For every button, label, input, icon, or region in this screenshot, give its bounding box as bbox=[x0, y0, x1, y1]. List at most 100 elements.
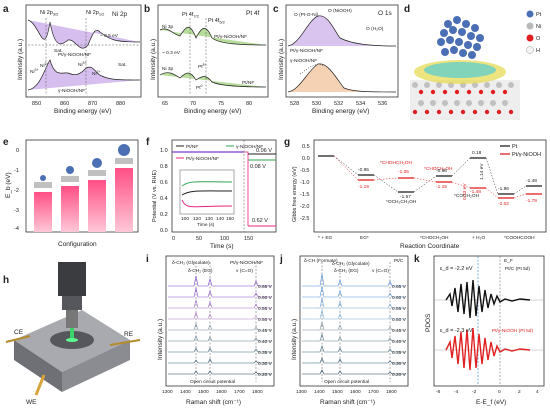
panel-i: i δ-CH₂ (Glycolate) δ-CH₂ (EG) ν (C=O) P… bbox=[146, 254, 275, 406]
panel-j-p4: 0.45 V bbox=[392, 328, 407, 334]
panel-j-xlabel: Raman shift (cm⁻¹) bbox=[320, 399, 375, 406]
panel-i-letter: i bbox=[146, 254, 149, 265]
panel-g-v10: 1.14 eV bbox=[479, 163, 485, 180]
panel-i-peak1: δ-CH₂ (Glycolate) bbox=[172, 260, 210, 266]
panel-h-ce: CE bbox=[14, 329, 24, 336]
panel-k-xt0: -6 bbox=[436, 389, 441, 395]
panel-g-v14: -1.48 bbox=[526, 178, 537, 184]
panel-d: d Pt Ni bbox=[404, 4, 542, 120]
panel-g-v3: -1.05 bbox=[398, 169, 409, 175]
panel-b-xt1: 70 bbox=[190, 101, 196, 107]
panel-k-xlabel: E-E_f (eV) bbox=[476, 399, 506, 406]
legend-g-pt: Pt bbox=[512, 144, 518, 150]
panel-b-pt0: Pt0 bbox=[196, 84, 203, 91]
panel-a-peak2: Ni 2p1/2 bbox=[86, 10, 105, 17]
panel-f-xt3: 150 bbox=[244, 236, 253, 242]
panel-b-xt0: 65 bbox=[162, 101, 168, 107]
panel-h-letter: h bbox=[3, 275, 9, 286]
panel-b-bottom-line bbox=[159, 72, 267, 88]
inset-pink bbox=[181, 199, 233, 208]
panel-b-ni3p1: Ni 3p bbox=[162, 24, 174, 30]
panel-a-bottom-fill bbox=[28, 60, 140, 90]
panel-i-sample: Pt/γ-NiOOH/NF bbox=[230, 260, 263, 266]
panel-j-peak3: δ-CH₂ (EG) bbox=[334, 268, 359, 274]
panel-a-sat1: Sat. bbox=[54, 48, 63, 54]
panel-f-yt1: 0.8 bbox=[160, 164, 168, 170]
panel-a-ni3b: Ni3+ bbox=[78, 61, 87, 68]
panel-i-xt4: 1700 bbox=[234, 389, 245, 395]
panel-a-ni2: Ni2+ bbox=[40, 62, 49, 69]
panel-c-sample1: Pt/γ-NiOOH/NF bbox=[290, 48, 323, 54]
panel-i-spectra bbox=[168, 275, 272, 375]
objective-mid bbox=[62, 296, 82, 310]
panel-j-letter: j bbox=[279, 254, 283, 265]
panel-i-peak2: δ-CH₂ (EG) bbox=[188, 268, 213, 274]
panel-g-v15: -1.79 bbox=[526, 198, 537, 204]
panel-k-bottom-label: Pt/γ-NiOOH (Pt 5d) bbox=[492, 328, 533, 334]
panel-j-xt1: 1400 bbox=[314, 389, 325, 395]
legend-f-pt-niooh: Pt/γ-NiOOH/NF bbox=[186, 156, 219, 162]
objective-tip bbox=[66, 310, 78, 328]
panel-k-top-label: Pt/C (Pt 5d) bbox=[505, 266, 530, 272]
panel-j-spectra bbox=[302, 273, 406, 375]
panel-f-yt4: 0.2 bbox=[160, 212, 168, 218]
panel-a-sample1: Pt/γ-NiOOH/NF bbox=[58, 52, 91, 58]
legend-f-niooh: γ-NiOOH/NF bbox=[236, 144, 263, 150]
legend-ni-label: Ni bbox=[536, 24, 541, 30]
panel-f-yt5: 0.0 bbox=[160, 228, 168, 234]
panel-b-sample2: Pt/NF bbox=[242, 80, 254, 86]
panel-g-v1: -0.95 bbox=[358, 167, 369, 173]
we-wire bbox=[34, 374, 46, 396]
panel-g-state3: *CHOCH₂OH bbox=[424, 166, 453, 172]
panel-j-xt5: 1800 bbox=[386, 389, 397, 395]
legend-pt-label: Pt bbox=[536, 12, 542, 18]
panel-b-pt5: Pt 4f5/2 bbox=[208, 18, 226, 25]
panel-g-yt2: -0.5 bbox=[300, 168, 309, 174]
panel-b-bottom-fill bbox=[160, 72, 266, 87]
laser-beam bbox=[70, 328, 74, 340]
panel-b-shift: ~ 0.3 eV bbox=[162, 50, 181, 56]
panel-c-frame bbox=[285, 4, 399, 98]
panel-g-v2: -1.19 bbox=[358, 184, 369, 190]
panel-j-p3: 0.50 V bbox=[392, 317, 407, 323]
panel-c-ylabel: Intensity (a.u.) bbox=[278, 39, 285, 80]
panel-e-yt2: -2 bbox=[14, 188, 19, 194]
panel-f-drop bbox=[244, 151, 249, 226]
ce-wire bbox=[5, 335, 31, 343]
o-atoms bbox=[412, 89, 514, 115]
legend-g-ptni: Pt/γ-NiOOH bbox=[512, 152, 541, 158]
panel-k-xt2: -2 bbox=[472, 389, 477, 395]
panel-c-top-fill bbox=[288, 15, 396, 46]
panel-j-p1: 0.60 V bbox=[392, 295, 407, 301]
panel-e-bar4 bbox=[115, 168, 133, 232]
panel-b-top-fill bbox=[160, 27, 266, 45]
laser-spot bbox=[66, 338, 78, 342]
panel-g-v6: -0.96 bbox=[436, 168, 447, 174]
panel-e-xlabel: Configuration bbox=[58, 241, 97, 248]
panel-e-bar2 bbox=[61, 186, 79, 232]
panel-g-yt1: 0.0 bbox=[302, 156, 310, 162]
panel-k-xt1: -4 bbox=[454, 389, 459, 395]
panel-c-bottom-line bbox=[287, 63, 397, 93]
panel-e-letter: e bbox=[3, 137, 9, 148]
panel-g-ptni-path bbox=[358, 177, 542, 199]
panel-e-yt1: -1 bbox=[14, 168, 19, 174]
inset-xt0: 100 bbox=[181, 216, 189, 222]
panel-b-sample1: Pt/γ-NiOOH/NF bbox=[214, 34, 247, 40]
panel-k-top-pdos bbox=[445, 279, 531, 319]
panel-k-xt4: 2 bbox=[518, 389, 521, 395]
inset-xt1: 120 bbox=[193, 216, 201, 222]
panel-j-p0: 0.65 V bbox=[392, 284, 407, 290]
panel-f-xt1: 50 bbox=[196, 236, 202, 242]
panel-c-bottom-points bbox=[299, 63, 339, 81]
panel-e-bar1 bbox=[34, 192, 52, 232]
legend-pt-dot bbox=[526, 10, 534, 18]
panel-a-bottom-line bbox=[27, 59, 141, 91]
panel-i-frame bbox=[165, 255, 275, 387]
panel-i-xt5: 1800 bbox=[252, 389, 263, 395]
panel-f-xt2: 100 bbox=[220, 236, 229, 242]
panel-c-xt3: 534 bbox=[356, 101, 365, 107]
legend-h-label: H bbox=[536, 48, 540, 54]
panel-i-peak3: ν (C=O) bbox=[236, 268, 253, 274]
panel-a-letter: a bbox=[3, 4, 9, 15]
